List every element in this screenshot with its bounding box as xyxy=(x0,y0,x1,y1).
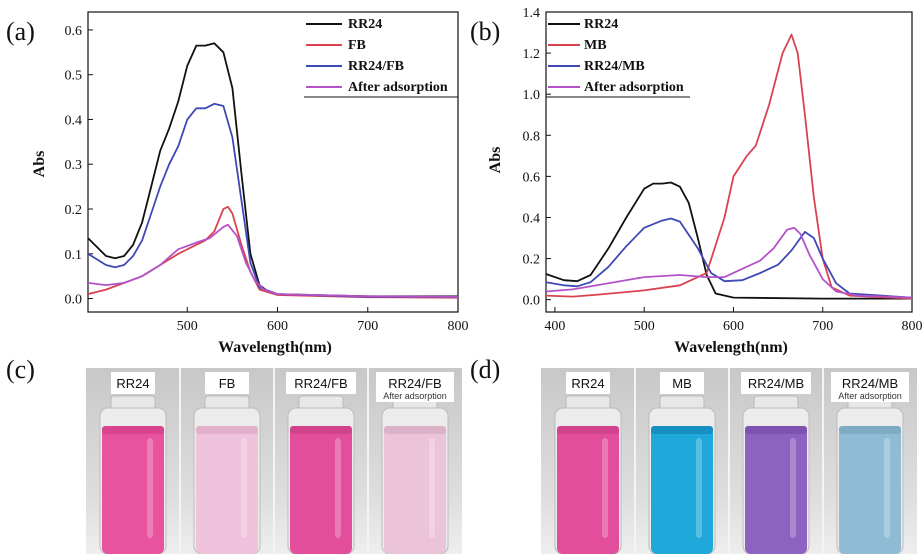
vial-meniscus xyxy=(102,426,164,434)
x-tick-label: 700 xyxy=(357,319,378,334)
vial-meniscus xyxy=(290,426,352,434)
chart-b-xlabel: Wavelength(nm) xyxy=(674,339,788,356)
legend-entry: MB xyxy=(584,38,607,53)
x-tick-label: 600 xyxy=(723,319,744,334)
series-line-after-adsorption xyxy=(546,226,912,299)
vial-highlight xyxy=(429,438,435,538)
y-tick-label: 1.0 xyxy=(523,88,541,103)
legend-entry: After adsorption xyxy=(584,80,684,95)
x-tick-label: 600 xyxy=(267,319,288,334)
legend-entry: RR24/MB xyxy=(584,59,645,74)
x-tick-label: 400 xyxy=(544,319,565,334)
vial-liquid xyxy=(839,426,901,554)
y-tick-label: 0.1 xyxy=(65,248,83,263)
chart-a-ylabel: Abs xyxy=(31,151,48,178)
vial-highlight xyxy=(147,438,153,538)
vial-meniscus xyxy=(839,426,901,434)
vial-label-box xyxy=(741,372,811,394)
vial-meniscus xyxy=(557,426,619,434)
x-tick-label: 500 xyxy=(634,319,655,334)
vial-label-box xyxy=(831,372,909,402)
vial-highlight xyxy=(696,438,702,538)
vial-meniscus xyxy=(384,426,446,434)
vial-liquid xyxy=(384,426,446,554)
vial-label-box xyxy=(205,372,249,394)
series-line-rr24-fb xyxy=(88,102,458,298)
vial-label: RR24 xyxy=(116,376,149,391)
legend-entry: RR24 xyxy=(348,17,382,32)
vial-label: RR24/FB xyxy=(294,376,347,391)
plot-frame xyxy=(87,11,459,313)
vial-highlight xyxy=(335,438,341,538)
series-line-rr24-mb xyxy=(546,217,912,299)
panel-b-letter: (b) xyxy=(470,17,500,46)
chart-a: 500 600 700 800 0.0 0.1 0.2 0.3 0.4 0.5 0.6 RR24 FB R… xyxy=(65,11,469,334)
legend-entry: After adsorption xyxy=(348,80,448,95)
series-line-mb xyxy=(546,33,912,300)
vial-label: MB xyxy=(672,376,692,391)
vial-liquid xyxy=(102,426,164,554)
series-line-rr24 xyxy=(546,181,912,300)
vial-meniscus xyxy=(651,426,713,434)
legend-entry: RR24 xyxy=(584,17,618,32)
x-tick-label: 800 xyxy=(448,319,469,334)
chart-b: 400 500 600 700 800 0.0 0.2 0.4 0.6 0.8 1.0 1.2 1.4 R… xyxy=(523,6,923,334)
vial-sublabel: After adsorption xyxy=(383,391,447,401)
vial-liquid xyxy=(557,426,619,554)
chart-b-ylabel: Abs xyxy=(487,147,504,174)
vial-highlight xyxy=(790,438,796,538)
panel-a-letter: (a) xyxy=(6,17,35,46)
y-tick-label: 0.6 xyxy=(523,170,541,185)
y-tick-label: 0.4 xyxy=(523,211,541,226)
vial-label-box xyxy=(660,372,704,394)
vial-meniscus xyxy=(196,426,258,434)
y-tick-label: 0.3 xyxy=(65,158,83,173)
vial-meniscus xyxy=(745,426,807,434)
vial-label-box xyxy=(376,372,454,402)
vial-label: RR24 xyxy=(571,376,604,391)
vial-liquid xyxy=(290,426,352,554)
vial-liquid xyxy=(651,426,713,554)
y-tick-label: 0.2 xyxy=(65,203,83,218)
vial-label: RR24/MB xyxy=(748,376,804,391)
plot-frame xyxy=(545,11,913,313)
legend-entry: RR24/FB xyxy=(348,59,404,74)
chart-a-xlabel: Wavelength(nm) xyxy=(218,339,332,356)
y-tick-label: 0.2 xyxy=(523,253,541,268)
y-tick-label: 0.8 xyxy=(523,129,541,144)
vial-label-box xyxy=(566,372,610,394)
vial-highlight xyxy=(884,438,890,538)
panel-d-letter: (d) xyxy=(470,355,500,384)
vial-label: RR24/FB xyxy=(388,376,441,391)
vial-label: FB xyxy=(219,376,236,391)
x-tick-label: 500 xyxy=(177,319,198,334)
vial-label-box xyxy=(286,372,356,394)
y-tick-label: 0.6 xyxy=(65,24,83,39)
y-tick-label: 0.0 xyxy=(65,293,83,308)
vial-highlight xyxy=(602,438,608,538)
x-tick-label: 700 xyxy=(812,319,833,334)
vial-liquid xyxy=(196,426,258,554)
y-tick-label: 1.4 xyxy=(523,6,541,21)
series-line-after-adsorption xyxy=(88,223,458,298)
panel-c-letter: (c) xyxy=(6,355,35,384)
y-tick-label: 0.0 xyxy=(523,294,541,309)
vial-label-box xyxy=(111,372,155,394)
vial-highlight xyxy=(241,438,247,538)
y-tick-label: 0.4 xyxy=(65,113,83,128)
legend-entry: FB xyxy=(348,38,366,53)
vial-liquid xyxy=(745,426,807,554)
y-tick-label: 0.5 xyxy=(65,69,83,84)
vial-sublabel: After adsorption xyxy=(838,391,902,401)
x-tick-label: 800 xyxy=(902,319,923,334)
y-tick-label: 1.2 xyxy=(523,47,541,62)
vial-label: RR24/MB xyxy=(842,376,898,391)
